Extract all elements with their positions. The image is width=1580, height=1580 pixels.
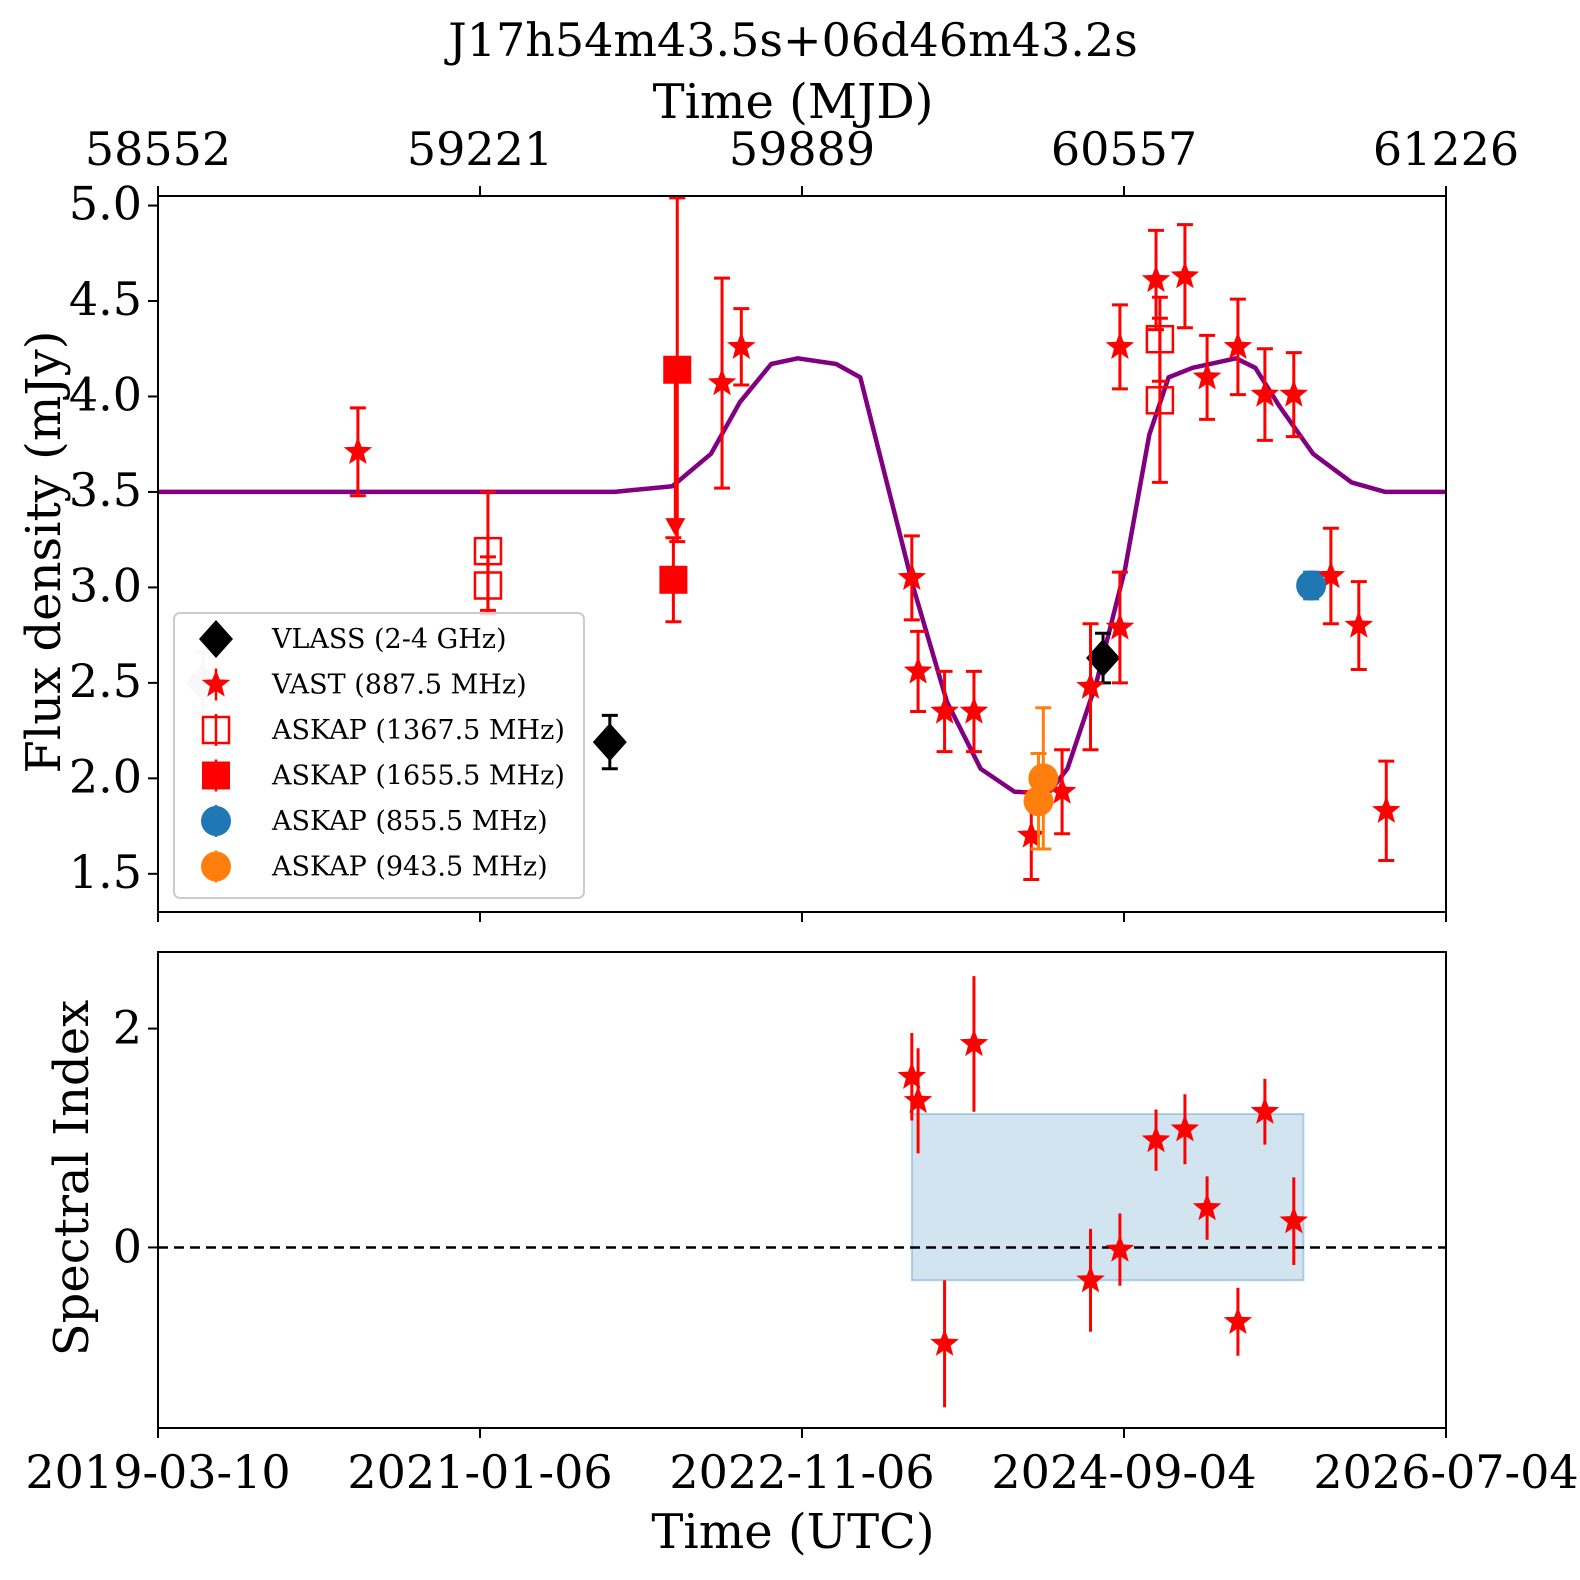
legend-label: ASKAP (1367.5 MHz) (271, 715, 565, 746)
bottom-x-tick-label: 2019-03-10 (25, 1445, 290, 1499)
flux-data-point (727, 307, 756, 387)
flux-y-tick-label: 1.5 (69, 845, 142, 899)
spectral-index-point (1141, 1109, 1171, 1171)
spectral-y-tick-label: 0 (113, 1219, 142, 1273)
legend: VLASS (2-4 GHz) VAST (887.5 MHz) ASKAP (13… (173, 612, 585, 899)
flux-data-point (1192, 333, 1222, 421)
top-x-tick-label: 58552 (85, 122, 231, 176)
flux-y-axis-title: Flux density (mJy) (16, 331, 72, 774)
spectral-y-axis-title: Spectral Index (44, 1000, 100, 1356)
flux-series-3 (659, 196, 692, 624)
spectral-index-point (930, 1280, 959, 1408)
bottom-x-axis-title: Time (UTC) (651, 1504, 934, 1560)
flux-data-point (903, 629, 933, 714)
flux-series-4 (1296, 570, 1327, 601)
legend-entry: ASKAP (1655.5 MHz) (202, 759, 565, 792)
flux-data-point (707, 276, 737, 490)
spectral-index-panel: 2019-03-10 2021-01-06 2022-11-06 2024-09-04… (25, 951, 1579, 1499)
legend-entry: VLASS (2-4 GHz) (199, 620, 507, 658)
flux-data-point (1105, 570, 1135, 685)
top-x-axis-title: Time (MJD) (653, 74, 934, 130)
legend-label: VAST (887.5 MHz) (271, 670, 527, 701)
spectral-index-point (1105, 1213, 1135, 1286)
flux-data-point (1223, 297, 1253, 397)
flux-data-point (959, 669, 989, 754)
spectral-y-tick-label: 2 (113, 1001, 142, 1055)
flux-data-point (897, 534, 927, 622)
flux-data-point (1372, 759, 1401, 862)
spectral-index-point (1192, 1176, 1222, 1240)
top-x-tick-label: 59221 (407, 122, 553, 176)
legend-entry: ASKAP (855.5 MHz) (201, 805, 548, 837)
flux-y-tick-label: 3.0 (69, 558, 142, 612)
flux-y-tick-label: 5.0 (69, 177, 142, 231)
spectral-index-point (903, 1048, 933, 1154)
top-x-tick-label: 61226 (1373, 122, 1519, 176)
flux-y-tick-label: 2.0 (69, 749, 142, 803)
spectral-index-point (1170, 1094, 1200, 1165)
flux-y-tick-label: 4.0 (69, 367, 142, 421)
flux-series-1 (343, 223, 1401, 882)
flux-data-point (930, 669, 959, 754)
spectral-index-point (1250, 1078, 1280, 1145)
spectral-index-point (1076, 1228, 1105, 1332)
spectral-index-band (910, 1112, 1305, 1282)
flux-panel-frame (157, 195, 1447, 913)
flux-data-point (1296, 570, 1327, 601)
bottom-x-tick-label: 2026-07-04 (1313, 1445, 1578, 1499)
top-x-tick-label: 59889 (729, 122, 875, 176)
flux-data-point (1105, 303, 1135, 391)
flux-data-point (1145, 316, 1175, 484)
bottom-x-tick-label: 2024-09-04 (991, 1445, 1256, 1499)
flux-data-point (1028, 706, 1059, 851)
flux-data-point (1279, 351, 1309, 439)
legend-label: ASKAP (943.5 MHz) (271, 852, 548, 883)
flux-data-point (1076, 622, 1105, 752)
flux-y-tick-label: 4.5 (69, 272, 142, 326)
flux-data-point (665, 369, 686, 537)
legend-box (173, 612, 585, 899)
flux-data-point (1316, 526, 1346, 626)
spectral-panel-frame (157, 951, 1447, 1429)
top-x-tick-label: 60557 (1051, 122, 1197, 176)
flux-y-tick-label: 3.5 (69, 463, 142, 517)
spectral-index-point (1223, 1287, 1253, 1356)
flux-data-point (343, 406, 373, 498)
flux-data-point (1047, 748, 1077, 836)
flux-data-point (1170, 223, 1200, 330)
flux-data-point (663, 196, 692, 544)
spectral-index-point (1279, 1177, 1309, 1265)
legend-label: ASKAP (1655.5 MHz) (271, 761, 565, 792)
legend-label: ASKAP (855.5 MHz) (271, 806, 548, 837)
legend-label: VLASS (2-4 GHz) (271, 624, 507, 655)
spectral-index-point (959, 976, 989, 1112)
chart-title: J17h54m43.5s+06d46m43.2s (444, 13, 1137, 67)
legend-entry: VAST (887.5 MHz) (201, 668, 527, 701)
bottom-x-tick-label: 2021-01-06 (347, 1445, 612, 1499)
flux-y-tick-label: 2.5 (69, 654, 142, 708)
flux-series-5 (1023, 706, 1059, 851)
legend-entry: ASKAP (943.5 MHz) (201, 850, 548, 883)
flux-data-point (1250, 347, 1280, 442)
legend-entry: ASKAP (1367.5 MHz) (201, 714, 565, 746)
flux-density-panel: 58552 59221 59889 60557 61226 1.5 2.0 2.5 3.0 3.5… (69, 122, 1519, 922)
flux-data-point (592, 713, 627, 771)
flux-data-point (1344, 580, 1374, 672)
bottom-x-tick-label: 2022-11-06 (669, 1445, 934, 1499)
flux-data-point (659, 536, 688, 624)
